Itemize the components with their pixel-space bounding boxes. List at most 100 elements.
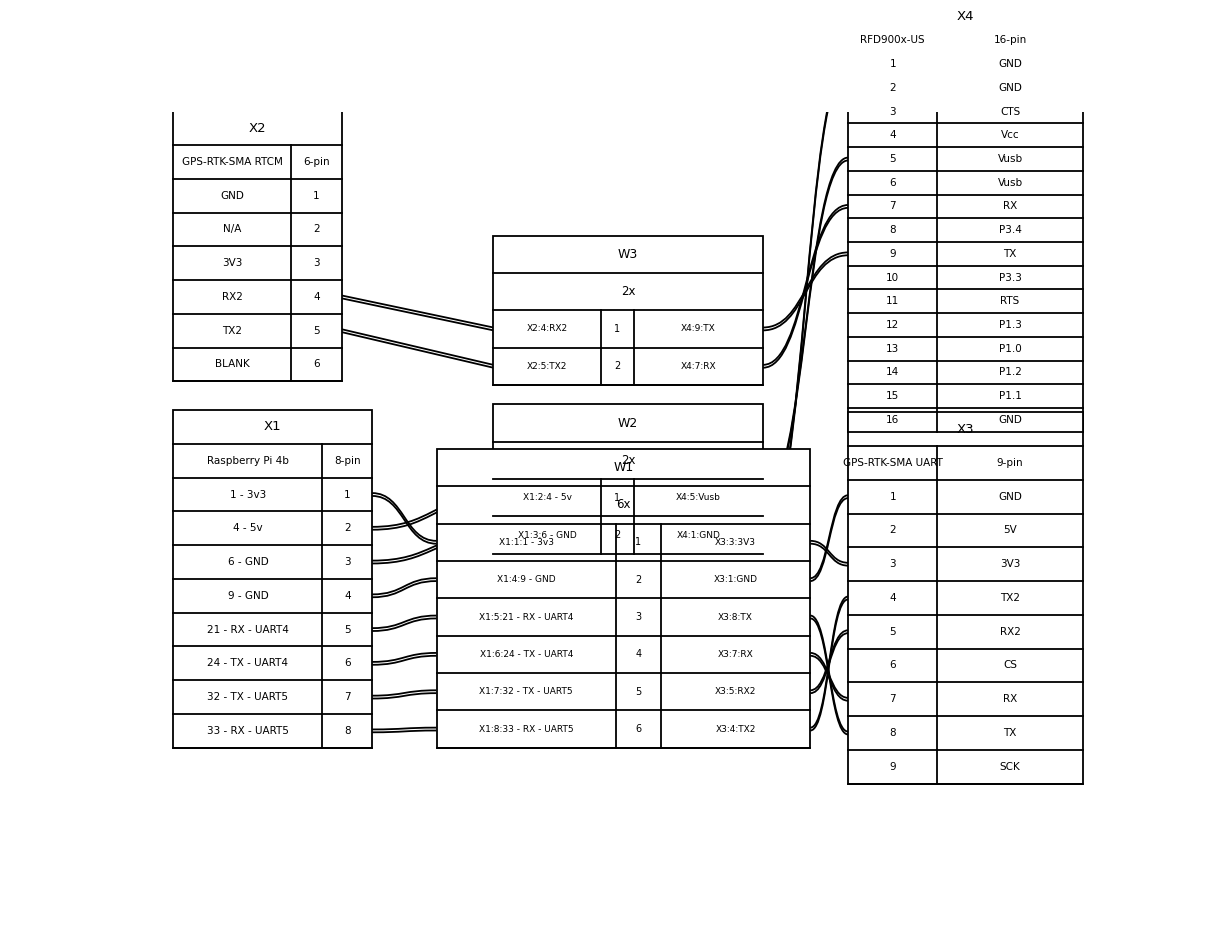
- Text: 5: 5: [635, 687, 641, 697]
- Text: Raspberry Pi 4b: Raspberry Pi 4b: [208, 455, 289, 466]
- Text: 3: 3: [889, 106, 896, 117]
- Text: 4 - 5v: 4 - 5v: [233, 523, 263, 534]
- Text: 14: 14: [886, 368, 900, 377]
- Text: 6-pin: 6-pin: [303, 157, 330, 167]
- Text: X1: X1: [264, 421, 282, 434]
- Text: 16: 16: [886, 415, 900, 425]
- Text: X4:7:RX: X4:7:RX: [680, 362, 716, 370]
- Text: 7: 7: [889, 694, 896, 704]
- Text: 2: 2: [614, 361, 620, 371]
- Text: X4: X4: [957, 10, 974, 23]
- Text: W3: W3: [618, 247, 639, 260]
- Text: GND: GND: [998, 59, 1022, 69]
- Text: GPS-RTK-SMA UART: GPS-RTK-SMA UART: [842, 458, 943, 468]
- Text: 21 - RX - UART4: 21 - RX - UART4: [208, 624, 289, 634]
- Text: 32 - TX - UART5: 32 - TX - UART5: [208, 692, 288, 703]
- Text: X1:5:21 - RX - UART4: X1:5:21 - RX - UART4: [479, 612, 574, 621]
- Text: 1: 1: [889, 492, 896, 502]
- Text: Vusb: Vusb: [998, 154, 1023, 164]
- Text: X1:8:33 - RX - UART5: X1:8:33 - RX - UART5: [479, 725, 574, 733]
- Text: 2: 2: [889, 83, 896, 93]
- Bar: [493, 235, 763, 385]
- Text: Vusb: Vusb: [998, 177, 1023, 188]
- Text: 5V: 5V: [1004, 525, 1017, 536]
- Text: P3.4: P3.4: [999, 225, 1022, 235]
- Text: 6: 6: [635, 724, 641, 734]
- Text: 4: 4: [314, 292, 320, 302]
- Text: 2: 2: [889, 525, 896, 536]
- Text: 5: 5: [344, 624, 350, 634]
- Text: X3:8:TX: X3:8:TX: [718, 612, 753, 621]
- Text: 10: 10: [886, 272, 900, 283]
- Text: RX2: RX2: [222, 292, 243, 302]
- Text: 33 - RX - UART5: 33 - RX - UART5: [208, 726, 289, 736]
- Text: X4:9:TX: X4:9:TX: [681, 325, 716, 333]
- Text: TX: TX: [1004, 728, 1017, 738]
- Text: 9: 9: [889, 249, 896, 258]
- Text: 16-pin: 16-pin: [994, 35, 1027, 46]
- Text: X4:1:GND: X4:1:GND: [676, 531, 720, 539]
- Text: CS: CS: [1004, 661, 1017, 671]
- Text: 8: 8: [344, 726, 350, 736]
- Text: RX: RX: [1002, 694, 1017, 704]
- Text: P1.0: P1.0: [999, 343, 1022, 354]
- Text: X2:4:RX2: X2:4:RX2: [526, 325, 568, 333]
- Text: 9: 9: [889, 761, 896, 772]
- Text: 12: 12: [886, 320, 900, 330]
- Text: GND: GND: [998, 83, 1022, 93]
- Text: 3V3: 3V3: [1000, 559, 1021, 569]
- Text: P1.2: P1.2: [999, 368, 1022, 377]
- Text: 6x: 6x: [617, 498, 631, 511]
- Text: TX: TX: [1004, 249, 1017, 258]
- Text: 5: 5: [889, 154, 896, 164]
- Text: TX2: TX2: [1000, 593, 1020, 603]
- Text: 6: 6: [889, 177, 896, 188]
- Text: X3:3:3V3: X3:3:3V3: [716, 537, 756, 547]
- Text: Vcc: Vcc: [1001, 131, 1020, 140]
- Bar: [849, 5, 1083, 432]
- Text: 9-pin: 9-pin: [996, 458, 1023, 468]
- Text: X1:4:9 - GND: X1:4:9 - GND: [497, 575, 556, 584]
- Text: X1:3:6 - GND: X1:3:6 - GND: [518, 531, 576, 539]
- Text: W1: W1: [613, 461, 634, 474]
- Text: 2x: 2x: [620, 285, 635, 298]
- Text: X3:1:GND: X3:1:GND: [713, 575, 757, 584]
- Text: X2: X2: [249, 121, 266, 134]
- Bar: [493, 404, 763, 554]
- Text: GND: GND: [998, 492, 1022, 502]
- Text: W2: W2: [618, 416, 639, 429]
- Text: P1.1: P1.1: [999, 391, 1022, 401]
- Text: 13: 13: [886, 343, 900, 354]
- Text: 6: 6: [344, 659, 350, 668]
- Text: RX: RX: [1002, 202, 1017, 212]
- Bar: [437, 449, 811, 747]
- Text: 1: 1: [614, 324, 620, 334]
- Text: 4: 4: [344, 591, 350, 601]
- Text: 9 - GND: 9 - GND: [227, 591, 269, 601]
- Text: 4: 4: [889, 593, 896, 603]
- Text: X1:1:1 - 3v3: X1:1:1 - 3v3: [498, 537, 553, 547]
- Text: CTS: CTS: [1000, 106, 1021, 117]
- Text: 2: 2: [614, 530, 620, 540]
- Text: 1: 1: [635, 537, 641, 548]
- Text: X3:7:RX: X3:7:RX: [718, 650, 753, 659]
- Bar: [173, 111, 342, 382]
- Text: 7: 7: [889, 202, 896, 212]
- Text: X3:4:TX2: X3:4:TX2: [716, 725, 756, 733]
- Text: 3V3: 3V3: [222, 258, 243, 268]
- Text: X1:2:4 - 5v: X1:2:4 - 5v: [523, 494, 571, 502]
- Text: 4: 4: [889, 131, 896, 140]
- Text: 2: 2: [635, 575, 641, 585]
- Text: 15: 15: [886, 391, 900, 401]
- Text: RTS: RTS: [1000, 297, 1020, 306]
- Text: 6: 6: [314, 359, 320, 369]
- Text: GND: GND: [998, 415, 1022, 425]
- Text: X4:5:Vusb: X4:5:Vusb: [675, 494, 720, 502]
- Text: 8: 8: [889, 728, 896, 738]
- Text: RFD900x-US: RFD900x-US: [861, 35, 926, 46]
- Text: 6: 6: [889, 661, 896, 671]
- Text: 1: 1: [314, 190, 320, 201]
- Bar: [173, 411, 372, 747]
- Text: 3: 3: [889, 559, 896, 569]
- Text: GND: GND: [221, 190, 244, 201]
